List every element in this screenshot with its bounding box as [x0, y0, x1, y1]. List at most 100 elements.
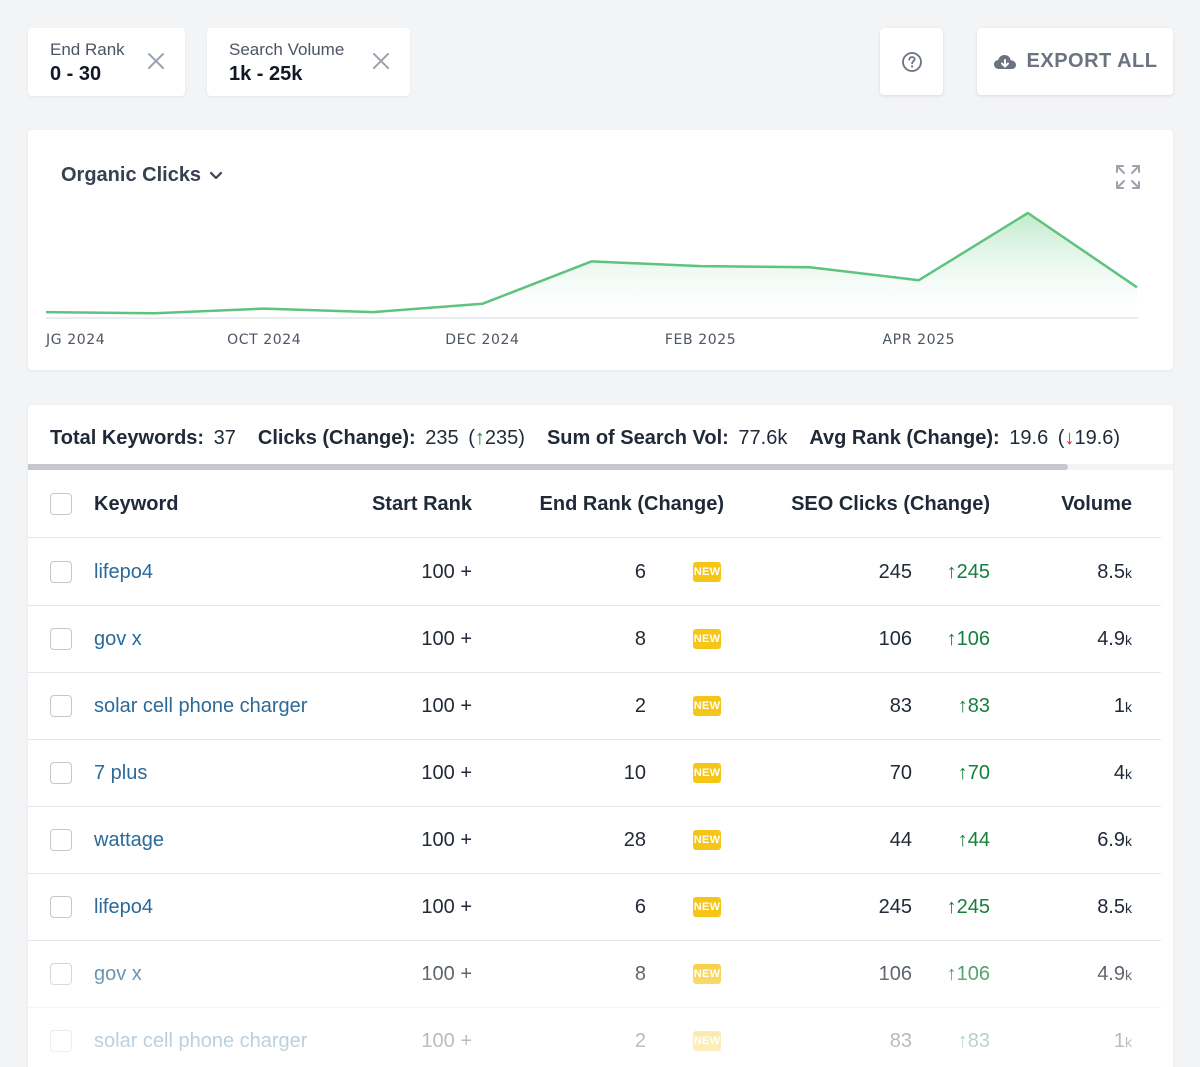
volume-unit: k [1125, 765, 1132, 782]
help-button[interactable] [880, 28, 943, 95]
export-all-button[interactable]: EXPORT ALL [977, 28, 1173, 95]
expand-icon[interactable] [1114, 163, 1142, 191]
keyword-link[interactable]: 7 plus [94, 761, 148, 784]
x-tick-label: OCT 2024 [227, 332, 301, 348]
start-rank-value: 100 + [421, 962, 472, 985]
start-rank-value: 100 + [421, 828, 472, 851]
row-checkbox[interactable] [50, 695, 72, 717]
keyword-link[interactable]: lifepo4 [94, 560, 153, 583]
column-header-seo-clicks[interactable]: SEO Clicks (Change) [791, 492, 990, 515]
new-badge: NEW [693, 763, 721, 783]
column-header-volume[interactable]: Volume [1061, 492, 1132, 515]
volume-unit: k [1125, 698, 1132, 715]
chart-point[interactable] [589, 258, 595, 264]
keyword-link[interactable]: solar cell phone charger [94, 1029, 308, 1052]
row-checkbox[interactable] [50, 628, 72, 650]
metric-dropdown[interactable]: Organic Clicks [61, 164, 223, 187]
chart-point[interactable] [1025, 210, 1031, 216]
volume-value: 8.5k [1097, 896, 1132, 919]
table-header: Keyword Start Rank End Rank (Change) SEO… [28, 471, 1161, 538]
keywords-table-card: Total Keywords: 37 Clicks (Change): 235 … [28, 405, 1173, 1067]
select-all-checkbox[interactable] [50, 493, 72, 515]
keyword-link[interactable]: solar cell phone charger [94, 694, 308, 717]
row-checkbox[interactable] [50, 1030, 72, 1052]
chart-point[interactable] [152, 310, 158, 316]
chart-point[interactable] [370, 309, 376, 315]
volume-unit: k [1125, 966, 1132, 983]
volume-value: 8.5k [1097, 561, 1132, 584]
volume-number: 4.9 [1097, 962, 1125, 985]
x-tick-label: DEC 2024 [445, 332, 519, 348]
seo-clicks-change: ↑106 [947, 628, 990, 651]
horizontal-scrollbar[interactable] [28, 464, 1173, 470]
volume-unit: k [1125, 564, 1132, 581]
volume-unit: k [1125, 1033, 1132, 1050]
chart-point[interactable] [261, 306, 267, 312]
row-checkbox[interactable] [50, 561, 72, 583]
avg-rank-change-value: 19.6 [1074, 426, 1114, 449]
seo-clicks-value: 106 [878, 962, 912, 985]
avg-rank-label: Avg Rank (Change): [809, 426, 1000, 449]
arrow-up-icon: ↑ [946, 627, 957, 650]
total-keywords-label: Total Keywords: [50, 426, 205, 449]
keyword-link[interactable]: wattage [94, 828, 165, 851]
seo-clicks-change-value: 106 [956, 962, 990, 985]
search-vol-stat: Sum of Search Vol: 77.6k [547, 427, 787, 450]
end-rank-filter-value: 0 - 30 [50, 63, 102, 85]
seo-clicks-value: 245 [878, 895, 912, 918]
chart-point[interactable] [1134, 284, 1140, 290]
volume-value: 1k [1114, 1030, 1132, 1053]
new-badge: NEW [693, 830, 721, 850]
export-all-label: EXPORT ALL [1026, 50, 1158, 72]
arrow-up-icon: ↑ [946, 962, 957, 985]
keyword-link[interactable]: gov x [94, 627, 142, 650]
column-header-end-rank[interactable]: End Rank (Change) [539, 492, 724, 515]
start-rank-value: 100 + [421, 895, 472, 918]
summary-bar: Total Keywords: 37 Clicks (Change): 235 … [28, 405, 1173, 471]
row-checkbox[interactable] [50, 829, 72, 851]
chart-point[interactable] [479, 301, 485, 307]
chart-point[interactable] [807, 264, 813, 270]
volume-number: 6.9 [1097, 828, 1125, 851]
chart-point[interactable] [698, 263, 704, 269]
table-row: gov x 100 + 8 NEW 106 ↑106 4.9k [28, 606, 1161, 673]
clicks-change-value: 235 [484, 426, 519, 449]
column-header-keyword[interactable]: Keyword [94, 492, 179, 515]
row-checkbox[interactable] [50, 762, 72, 784]
end-rank-value: 6 [634, 895, 646, 918]
chart-point[interactable] [43, 309, 49, 315]
close-icon[interactable] [145, 50, 167, 72]
arrow-up-icon: ↑ [474, 426, 485, 449]
keyword-link[interactable]: gov x [94, 962, 142, 985]
volume-unit: k [1125, 631, 1132, 648]
seo-clicks-change-value: 44 [967, 828, 990, 851]
volume-value: 4k [1114, 762, 1132, 785]
table-row: lifepo4 100 + 6 NEW 245 ↑245 8.5k [28, 874, 1161, 941]
end-rank-value: 2 [634, 1029, 646, 1052]
seo-clicks-change: ↑83 [958, 695, 990, 718]
arrow-down-icon: ↓ [1064, 426, 1075, 449]
table-row: solar cell phone charger 100 + 2 NEW 83 … [28, 673, 1161, 740]
volume-number: 8.5 [1097, 560, 1125, 583]
clicks-value: 235 [425, 426, 459, 449]
volume-value: 1k [1114, 695, 1132, 718]
seo-clicks-value: 83 [889, 694, 912, 717]
volume-number: 4 [1113, 761, 1125, 784]
volume-unit: k [1125, 832, 1132, 849]
metric-dropdown-label: Organic Clicks [61, 164, 202, 186]
end-rank-filter-chip[interactable]: End Rank 0 - 30 [28, 28, 185, 96]
question-circle-icon [901, 51, 922, 72]
arrow-up-icon: ↑ [957, 828, 968, 851]
row-checkbox[interactable] [50, 963, 72, 985]
organic-clicks-chart: JG 2024 OCT 2024 DEC 2024 FEB 2025 APR 2025 [43, 210, 1140, 348]
close-icon[interactable] [370, 50, 392, 72]
chart-point[interactable] [916, 277, 922, 283]
search-volume-filter-chip[interactable]: Search Volume 1k - 25k [207, 28, 410, 96]
horizontal-scrollbar-thumb[interactable] [28, 464, 1068, 470]
column-header-start-rank[interactable]: Start Rank [371, 492, 472, 515]
clicks-change-label: Clicks (Change): [257, 426, 416, 449]
keyword-link[interactable]: lifepo4 [94, 895, 153, 918]
row-checkbox[interactable] [50, 896, 72, 918]
seo-clicks-change: ↑245 [947, 561, 990, 584]
arrow-up-icon: ↑ [946, 895, 957, 918]
